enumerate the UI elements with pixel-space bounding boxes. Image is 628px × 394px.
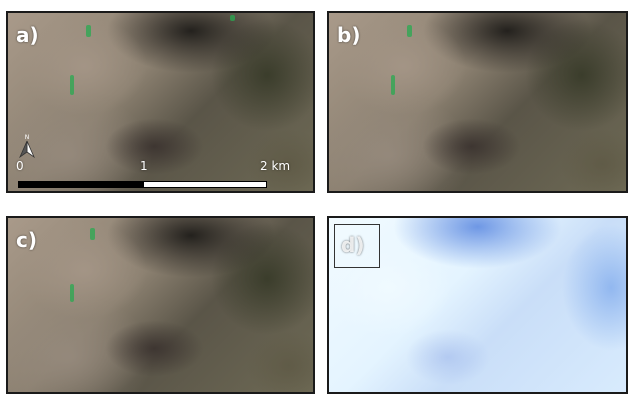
satellite-image-d (329, 218, 626, 392)
vegetation-patch (70, 284, 74, 302)
north-arrow-icon: N (19, 134, 35, 159)
image-panel-b: b) (327, 11, 628, 193)
scale-bar-white-segment (143, 181, 267, 188)
svg-text:N: N (25, 134, 30, 141)
panel-label-d: d) (341, 233, 365, 257)
scale-tick-0: 0 (16, 159, 24, 173)
vegetation-patch (70, 75, 74, 95)
vegetation-patch (86, 25, 91, 37)
satellite-image-b (329, 13, 626, 191)
scale-bar: 0 1 2 km (16, 159, 301, 191)
image-panel-c: c) (6, 216, 315, 394)
scale-tick-1: 1 (140, 159, 148, 173)
scale-tick-2: 2 km (260, 159, 291, 173)
vegetation-patch (407, 25, 412, 37)
panel-label-b: b) (337, 23, 361, 47)
panel-label-c: c) (16, 228, 37, 252)
panel-label-a: a) (16, 23, 39, 47)
vegetation-patch (391, 75, 395, 95)
image-panel-a: a) N 0 1 2 km (6, 11, 315, 193)
vegetation-patch (230, 15, 235, 21)
image-panel-d: d) (327, 216, 628, 394)
panel-label-box-d: d) (334, 224, 380, 268)
scale-bar-black-segment (18, 181, 143, 188)
satellite-image-a (8, 13, 313, 191)
satellite-image-c (8, 218, 313, 392)
vegetation-patch (90, 228, 95, 240)
